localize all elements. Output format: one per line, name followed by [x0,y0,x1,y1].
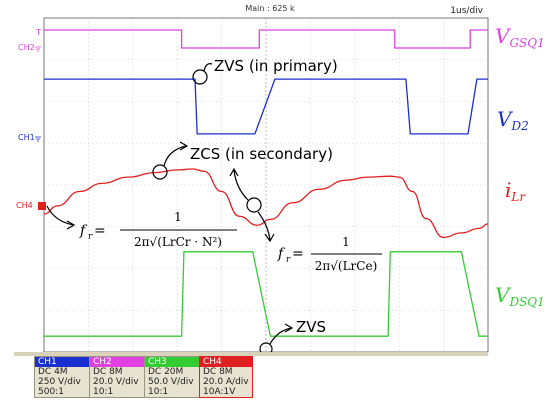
zcs-arrow-head [179,141,189,151]
zcs-arrow [163,145,187,167]
timebase-label: 1us/div [450,6,483,16]
formula2-equals: = [292,246,304,262]
channel-coupling: DC 4M [38,367,68,377]
formula1-arrow-head [66,220,76,230]
formula2-f: f [277,246,286,262]
formula1-arrow [46,205,75,226]
trace-vdsq1 [44,251,488,337]
ch4-marker: CH4 [16,201,33,210]
channel-name: CH2 [90,357,144,367]
formula-2: f r = 1 2π√(LrCe) [277,235,382,273]
formula1-denominator: 2π√(LrCr · N²) [134,235,222,249]
channel-scale: 20.0 A/div [203,377,249,387]
zvs-arrow-head [284,323,294,333]
zvs-arrow [269,327,293,345]
vd2-label: VD2 [497,107,529,133]
vgsq1-label: VGSQ1 [495,24,545,50]
vdsq1-label: VDSQ1 [495,283,545,309]
channel-probe: 500:1 [38,387,64,397]
annotations [46,63,294,356]
ilr-label: iLr [505,178,526,204]
channel-name: CH3 [145,357,199,367]
channel-box-ch4: CH4 DC 8M 20.0 A/div 10A:1V [199,356,253,398]
formula1-equals: = [94,223,106,239]
channel-probe: 10:1 [93,387,114,397]
zcs-secondary-arrow [233,169,249,201]
channel-probe: 10:1 [148,387,169,397]
channel-coupling: DC 8M [93,367,123,377]
main-label: Main : 625 k [245,4,295,13]
channel-scale: 250 V/div [38,377,81,387]
channel-box-ch1: CH1 DC 4M 250 V/div 500:1 [34,356,90,398]
formula2-numerator: 1 [342,235,350,249]
channel-name: CH4 [200,357,252,367]
zvs-primary-arrow [203,63,213,72]
formula2-arrow-head [264,233,275,243]
channel-name: CH1 [35,357,89,367]
zcs-secondary-circle [246,197,262,213]
waveform-traces [43,29,489,337]
ch2-ground-icon [35,46,41,52]
ch1-marker: CH1 [18,133,35,142]
zvs-annotation: ZVS [296,318,326,336]
channel-coupling: DC 8M [203,367,233,377]
channel-box-ch3: CH3 DC 20M 50.0 V/div 10:1 [144,356,200,398]
channel-scale: 20.0 V/div [93,377,139,387]
channel-probe: 10A:1V [203,387,236,397]
status-strip [14,352,488,356]
ch4-ground-marker [38,202,46,210]
channel-coupling: DC 20M [148,367,184,377]
channel-scale: 50.0 V/div [148,377,194,387]
zvs-primary-annotation: ZVS (in primary) [214,57,338,75]
trace-vgsq1 [44,29,488,49]
formula2-arrow [257,211,271,241]
ch2-marker: CH2 [18,43,35,52]
zcs-circle [152,164,168,180]
trace-ilr [43,168,489,239]
formula-1: f r = 1 2π√(LrCr · N²) [79,210,237,249]
formula1-numerator: 1 [174,210,182,224]
formula2-f-sub: r [286,255,291,265]
zcs-secondary-arrow-head [229,167,239,177]
zcs-secondary-annotation: ZCS (in secondary) [190,145,333,163]
channel-box-ch2: CH2 DC 8M 20.0 V/div 10:1 [89,356,145,398]
zvs-primary-circle [192,69,208,85]
formula1-f: f [79,223,88,239]
trigger-marker: T [35,28,41,37]
formula2-denominator: 2π√(LrCe) [315,259,378,273]
trace-vd2 [44,78,488,135]
formula1-f-sub: r [88,232,93,242]
ch1-ground-icon [35,136,41,142]
